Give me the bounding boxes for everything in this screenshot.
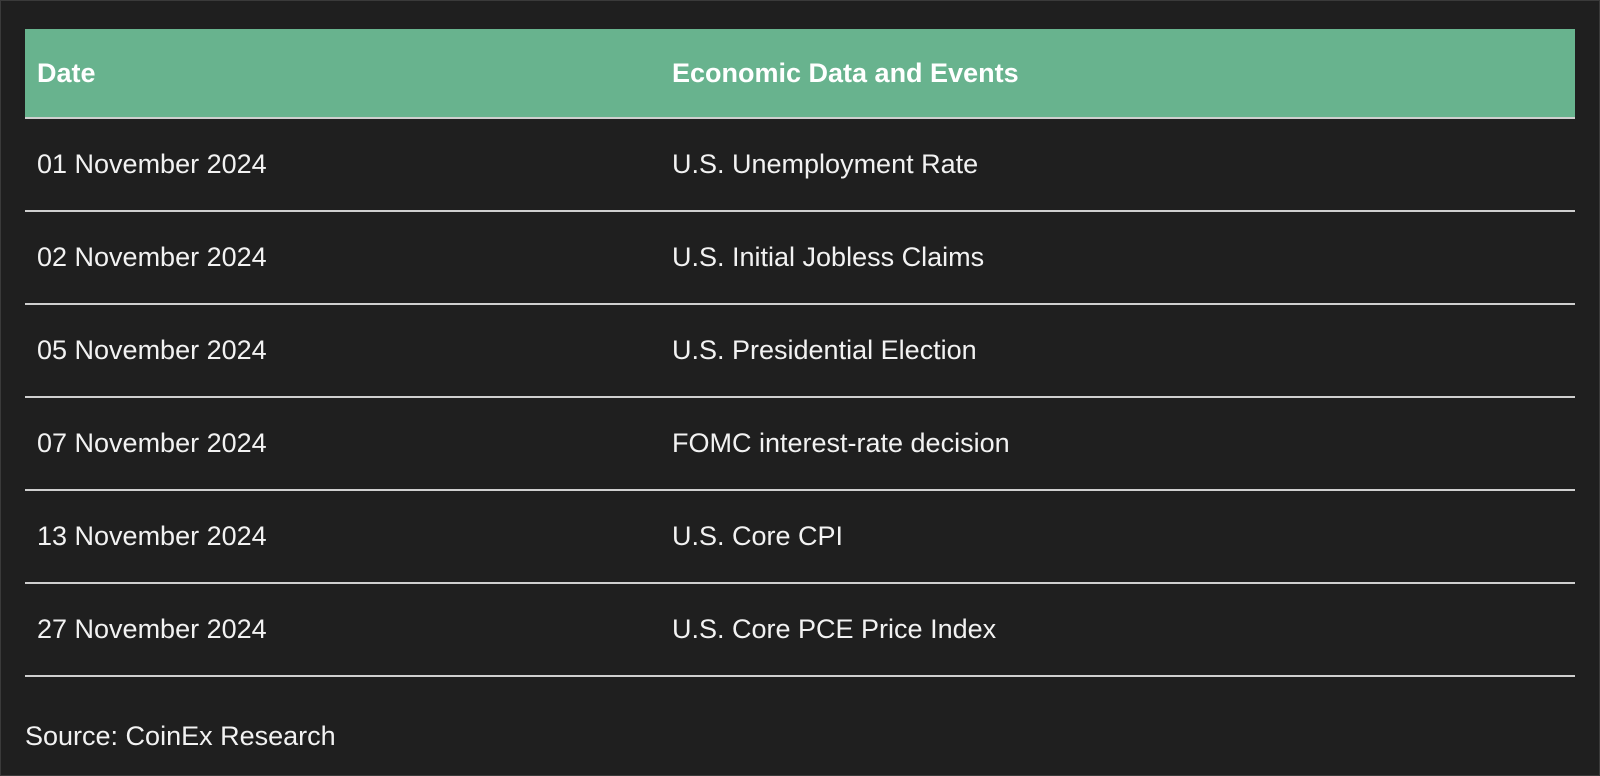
source-caption: Source: CoinEx Research [25,721,336,751]
table-row: 01 November 2024 U.S. Unemployment Rate [25,118,1575,212]
economic-events-table: Date Economic Data and Events 01 Novembe… [25,29,1575,677]
table-row: 13 November 2024 U.S. Core CPI [25,490,1575,584]
table-header-row: Date Economic Data and Events [25,29,1575,119]
row-event: FOMC interest-rate decision [660,397,1575,491]
table-row: 27 November 2024 U.S. Core PCE Price Ind… [25,583,1575,677]
row-event: U.S. Core PCE Price Index [660,583,1575,677]
events-table-container: Date Economic Data and Events 01 Novembe… [25,29,1575,677]
row-date: 02 November 2024 [25,211,660,305]
row-date: 01 November 2024 [25,118,660,212]
row-date: 13 November 2024 [25,490,660,584]
row-event: U.S. Presidential Election [660,304,1575,398]
table-row: 02 November 2024 U.S. Initial Jobless Cl… [25,211,1575,305]
row-date: 05 November 2024 [25,304,660,398]
table-row: 07 November 2024 FOMC interest-rate deci… [25,397,1575,491]
header-economic-data-and-events: Economic Data and Events [660,29,1575,119]
table-row: 05 November 2024 U.S. Presidential Elect… [25,304,1575,398]
row-event: U.S. Unemployment Rate [660,118,1575,212]
row-date: 07 November 2024 [25,397,660,491]
header-date: Date [25,29,660,119]
row-date: 27 November 2024 [25,583,660,677]
row-event: U.S. Core CPI [660,490,1575,584]
row-event: U.S. Initial Jobless Claims [660,211,1575,305]
